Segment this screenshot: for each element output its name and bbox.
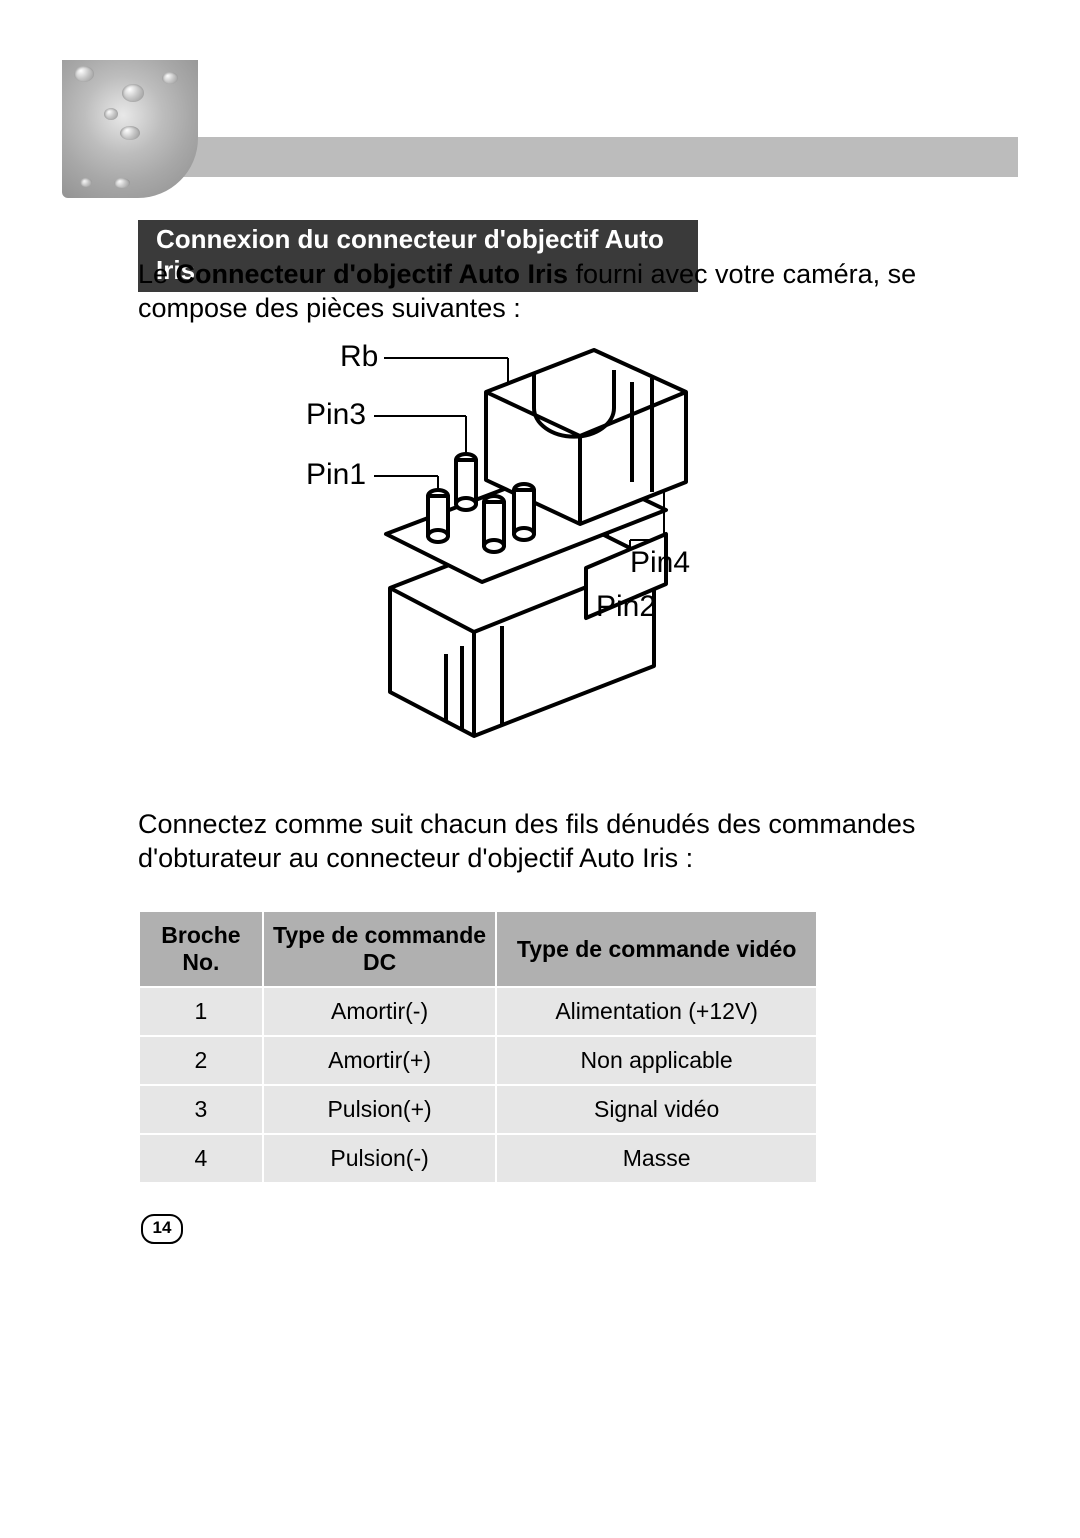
instruction-paragraph: Connectez comme suit chacun des fils dén… (138, 808, 958, 876)
cell: 2 (139, 1036, 263, 1085)
cell: Amortir(+) (263, 1036, 496, 1085)
cell: Amortir(-) (263, 987, 496, 1036)
intro-prefix: Le (138, 259, 176, 289)
table-row: 2 Amortir(+) Non applicable (139, 1036, 817, 1085)
cell: 1 (139, 987, 263, 1036)
table-row: 3 Pulsion(+) Signal vidéo (139, 1085, 817, 1134)
cell: 3 (139, 1085, 263, 1134)
cell: Non applicable (496, 1036, 817, 1085)
cell: Pulsion(+) (263, 1085, 496, 1134)
cell: Pulsion(-) (263, 1134, 496, 1183)
cell: Masse (496, 1134, 817, 1183)
table-header-1: Type de commandeDC (263, 911, 496, 987)
table-row: 1 Amortir(-) Alimentation (+12V) (139, 987, 817, 1036)
cell: Alimentation (+12V) (496, 987, 817, 1036)
intro-paragraph: Le Connecteur d'objectif Auto Iris fourn… (138, 258, 958, 326)
cell: 4 (139, 1134, 263, 1183)
header-logo (62, 60, 198, 198)
label-pin1: Pin1 (306, 458, 366, 492)
intro-bold: Connecteur d'objectif Auto Iris (176, 259, 568, 289)
cell: Signal vidéo (496, 1085, 817, 1134)
label-rb: Rb (340, 340, 378, 374)
label-pin4: Pin4 (630, 546, 690, 580)
table-header-row: BrocheNo. Type de commandeDC Type de com… (139, 911, 817, 987)
table-row: 4 Pulsion(-) Masse (139, 1134, 817, 1183)
label-pin2: Pin2 (596, 590, 656, 624)
page-number: 14 (141, 1214, 183, 1244)
header-bar (62, 137, 1018, 177)
label-pin3: Pin3 (306, 398, 366, 432)
pin-table: BrocheNo. Type de commandeDC Type de com… (138, 910, 818, 1184)
connector-diagram: Rb Pin3 Pin1 Pin4 Pin2 (234, 332, 774, 772)
table-header-2: Type de commande vidéo (496, 911, 817, 987)
table-header-0: BrocheNo. (139, 911, 263, 987)
